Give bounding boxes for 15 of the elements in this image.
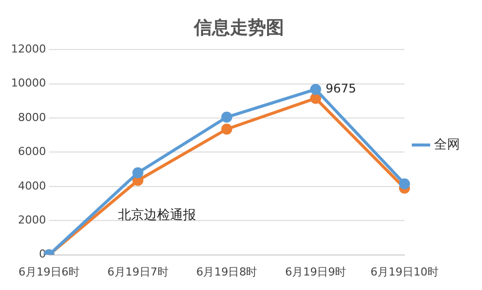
x-tick-label: 6月19日9时 (285, 265, 346, 278)
annotation: 北京边检通报 (118, 208, 196, 224)
data-label: 9675 (326, 81, 356, 96)
y-tick-label: 10000 (10, 76, 46, 90)
legend-label: 全网 (434, 137, 460, 152)
y-tick-label: 2000 (18, 213, 46, 226)
x-tick-label: 6月19日8时 (196, 265, 258, 278)
x-tick-label: 6月19日7时 (107, 265, 168, 278)
x-tick-label: 6月19日10时 (370, 265, 438, 278)
y-tick-label: 12000 (10, 42, 46, 56)
y-tick-label: 6000 (18, 145, 46, 158)
y-tick-label: 8000 (18, 110, 46, 124)
x-tick-label: 6月19日6时 (18, 265, 80, 278)
chart-title: 信息走势图 (193, 17, 284, 38)
y-tick-label: 4000 (18, 179, 46, 192)
